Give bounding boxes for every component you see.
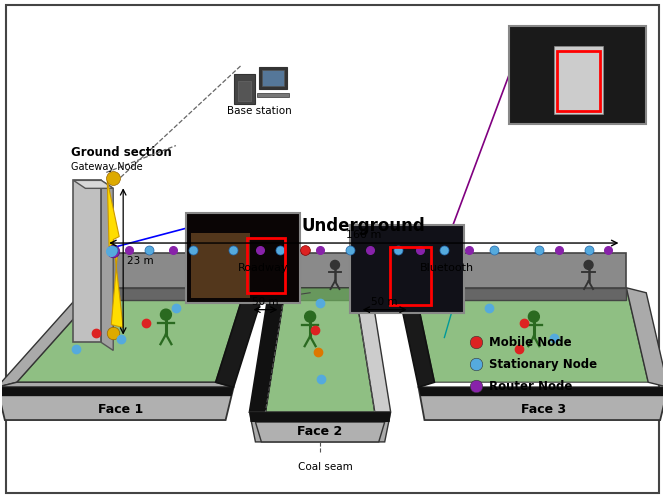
- Polygon shape: [355, 288, 390, 412]
- Polygon shape: [626, 288, 665, 387]
- Text: Router Node: Router Node: [489, 380, 573, 393]
- Text: Roadway: Roadway: [237, 263, 288, 273]
- Circle shape: [305, 311, 316, 322]
- Text: Base station: Base station: [227, 106, 292, 116]
- Polygon shape: [418, 387, 665, 396]
- Bar: [257, 93, 289, 97]
- Polygon shape: [249, 412, 390, 442]
- Polygon shape: [107, 180, 123, 328]
- Polygon shape: [0, 387, 233, 396]
- Bar: [259, 67, 287, 89]
- Polygon shape: [101, 288, 245, 296]
- Text: Face 1: Face 1: [98, 403, 143, 416]
- Polygon shape: [215, 288, 263, 387]
- Polygon shape: [0, 288, 101, 387]
- Bar: [263, 70, 284, 86]
- Polygon shape: [101, 180, 113, 351]
- Bar: [191, 233, 251, 298]
- Text: Mobile Node: Mobile Node: [489, 336, 572, 349]
- Text: Bluetooth: Bluetooth: [420, 263, 473, 273]
- Circle shape: [529, 311, 539, 322]
- Polygon shape: [418, 387, 665, 420]
- Bar: [557, 51, 600, 111]
- Text: Face 3: Face 3: [521, 403, 566, 416]
- Bar: [350, 225, 464, 313]
- Text: 50 m: 50 m: [372, 297, 398, 307]
- Polygon shape: [255, 422, 385, 442]
- Polygon shape: [73, 180, 113, 188]
- Polygon shape: [101, 288, 626, 300]
- Bar: [554, 46, 603, 114]
- Polygon shape: [249, 288, 285, 412]
- Polygon shape: [249, 412, 390, 422]
- Bar: [186, 213, 300, 303]
- Text: Face 2: Face 2: [297, 425, 342, 438]
- Text: Underground: Underground: [302, 217, 426, 235]
- Polygon shape: [0, 382, 233, 387]
- Text: Coal seam: Coal seam: [298, 462, 352, 472]
- Polygon shape: [101, 253, 626, 288]
- Text: Ground section: Ground section: [71, 145, 172, 158]
- Text: Gateway Node: Gateway Node: [71, 162, 143, 172]
- Circle shape: [584, 260, 593, 269]
- Text: 50 m: 50 m: [252, 297, 279, 307]
- Bar: [390, 247, 432, 305]
- Polygon shape: [265, 288, 375, 412]
- Bar: [509, 26, 646, 124]
- Circle shape: [160, 309, 172, 320]
- Polygon shape: [398, 288, 434, 387]
- Text: 23 m: 23 m: [127, 256, 154, 266]
- Circle shape: [331, 260, 339, 269]
- Bar: [233, 74, 255, 104]
- Bar: [73, 180, 101, 343]
- Polygon shape: [0, 387, 233, 420]
- Bar: [247, 238, 285, 293]
- Text: Stationary Node: Stationary Node: [489, 358, 597, 371]
- Bar: [237, 81, 251, 101]
- Text: 160 m: 160 m: [346, 230, 382, 240]
- Polygon shape: [414, 288, 648, 382]
- Polygon shape: [17, 288, 245, 382]
